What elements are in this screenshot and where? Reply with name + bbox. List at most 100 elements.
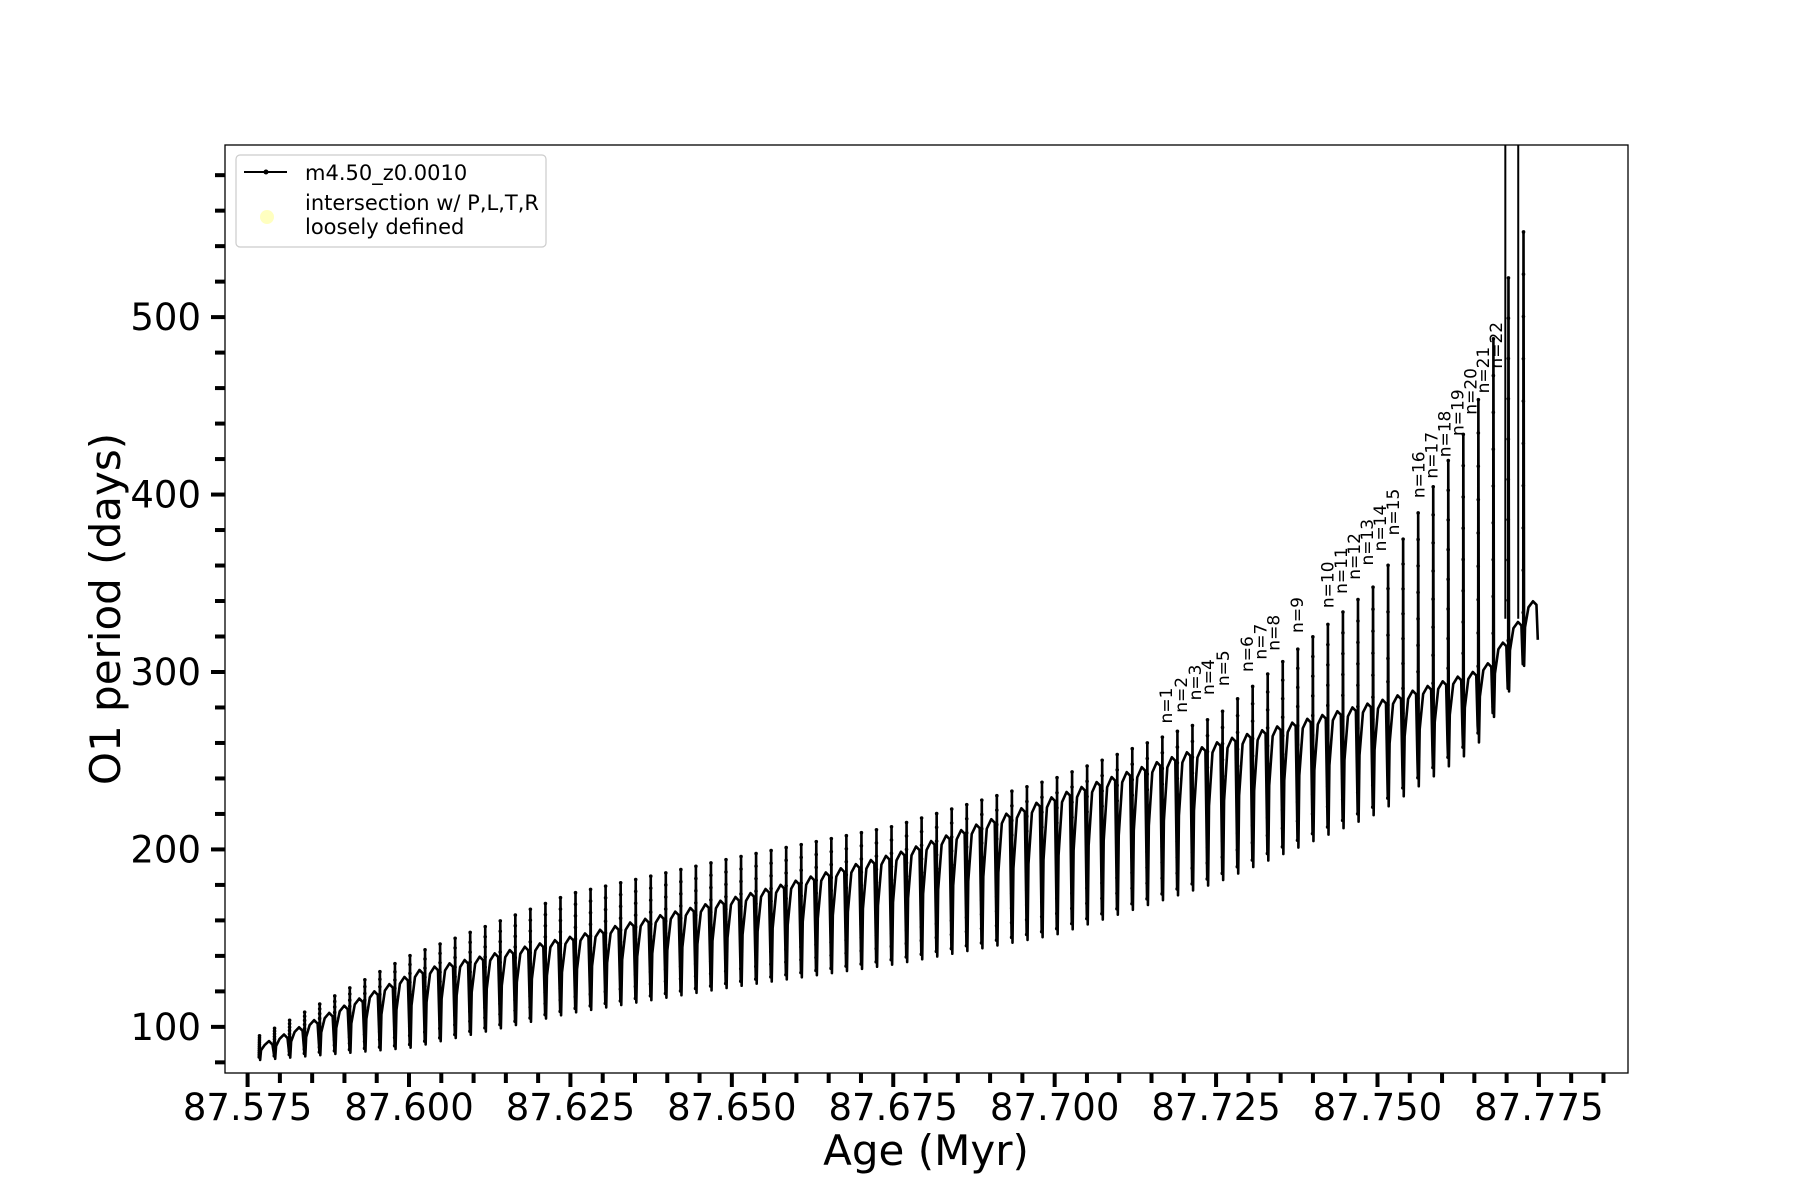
- data-point: [1340, 818, 1345, 823]
- data-point: [1386, 773, 1390, 777]
- data-point: [1310, 674, 1315, 678]
- data-point: [1265, 815, 1270, 820]
- data-point: [377, 1037, 382, 1042]
- data-point: [739, 942, 743, 946]
- data-point: [1491, 668, 1495, 672]
- data-point: [648, 970, 653, 974]
- data-point: [603, 919, 608, 924]
- data-point: [272, 1054, 277, 1058]
- data-point: [889, 918, 894, 922]
- data-point: [874, 827, 879, 832]
- data-point: [468, 960, 472, 964]
- data-point: [422, 1039, 427, 1043]
- y-tick-label: 300: [130, 651, 201, 694]
- data-point: [1416, 564, 1420, 568]
- data-point: [633, 913, 638, 917]
- data-point: [362, 1025, 367, 1030]
- data-point: [1461, 557, 1465, 562]
- data-point: [1070, 845, 1074, 850]
- x-tick-label: 87.775: [1474, 1086, 1603, 1129]
- data-point: [648, 934, 653, 938]
- data-point: [408, 962, 412, 967]
- cycle-annotation: n=7: [1251, 624, 1271, 660]
- data-point: [889, 944, 894, 949]
- data-point: [543, 1001, 547, 1006]
- data-point: [1025, 814, 1029, 819]
- data-point: [1325, 723, 1330, 728]
- data-point: [1446, 607, 1450, 611]
- data-point: [769, 911, 773, 916]
- data-point: [1356, 619, 1360, 623]
- data-point: [1370, 805, 1375, 809]
- data-point: [859, 962, 863, 966]
- data-point: [528, 994, 532, 999]
- data-point: [1311, 654, 1315, 659]
- data-point: [1280, 678, 1285, 682]
- data-point: [543, 923, 548, 928]
- data-point: [1506, 517, 1511, 522]
- data-point: [1220, 855, 1225, 859]
- data-point: [694, 888, 698, 893]
- data-point: [1085, 764, 1089, 768]
- data-point: [753, 977, 758, 981]
- legend-circle-marker: [260, 210, 274, 224]
- data-point: [513, 977, 517, 981]
- data-point: [964, 816, 969, 821]
- data-point: [1055, 775, 1059, 780]
- data-point: [302, 1051, 307, 1056]
- data-point: [1100, 865, 1104, 870]
- data-point: [1235, 730, 1240, 735]
- data-point: [1175, 839, 1180, 844]
- data-point: [332, 1010, 337, 1015]
- data-point: [1009, 891, 1014, 896]
- data-point: [949, 904, 954, 909]
- data-point: [1295, 742, 1300, 747]
- data-point: [995, 808, 999, 812]
- data-point: [919, 911, 924, 916]
- data-point: [1025, 844, 1029, 848]
- data-point: [543, 912, 548, 917]
- data-point: [1024, 888, 1029, 892]
- data-point: [513, 945, 518, 949]
- cycle-annotation: n=15: [1384, 489, 1404, 536]
- data-point: [1175, 871, 1179, 875]
- data-point: [302, 1030, 307, 1035]
- legend-box: [235, 154, 547, 248]
- data-point: [362, 1039, 367, 1044]
- data-point: [1040, 795, 1044, 800]
- data-point: [408, 980, 412, 985]
- data-point: [1416, 643, 1420, 648]
- data-point: [573, 890, 578, 895]
- data-point: [1265, 672, 1270, 676]
- data-point: [1326, 663, 1330, 667]
- data-point: [1055, 851, 1059, 855]
- data-point: [287, 1035, 292, 1040]
- data-point: [844, 833, 849, 838]
- data-point: [844, 846, 849, 851]
- data-point: [994, 851, 999, 856]
- data-point: [693, 962, 698, 966]
- data-point: [438, 998, 442, 1003]
- data-point: [302, 1039, 307, 1043]
- data-point: [423, 966, 427, 970]
- data-point: [994, 895, 999, 899]
- data-point: [377, 1000, 382, 1004]
- data-point: [1446, 518, 1451, 522]
- data-point: [453, 1013, 457, 1018]
- data-point: [979, 898, 984, 902]
- data-point: [558, 895, 563, 900]
- data-point: [814, 839, 819, 844]
- data-point: [1250, 840, 1255, 845]
- data-point: [1145, 865, 1149, 870]
- data-point: [378, 977, 382, 982]
- data-point: [332, 999, 337, 1004]
- data-point: [724, 919, 728, 924]
- data-point: [1476, 397, 1481, 402]
- data-point: [1506, 598, 1511, 603]
- data-point: [769, 949, 773, 954]
- data-point: [829, 953, 833, 958]
- x-axis: 87.575 87.600 87.625 87.650 87.675 87.700 87.7…: [183, 1073, 1606, 1129]
- data-point: [272, 1034, 277, 1039]
- data-point: [1385, 796, 1390, 800]
- data-point: [317, 1007, 322, 1011]
